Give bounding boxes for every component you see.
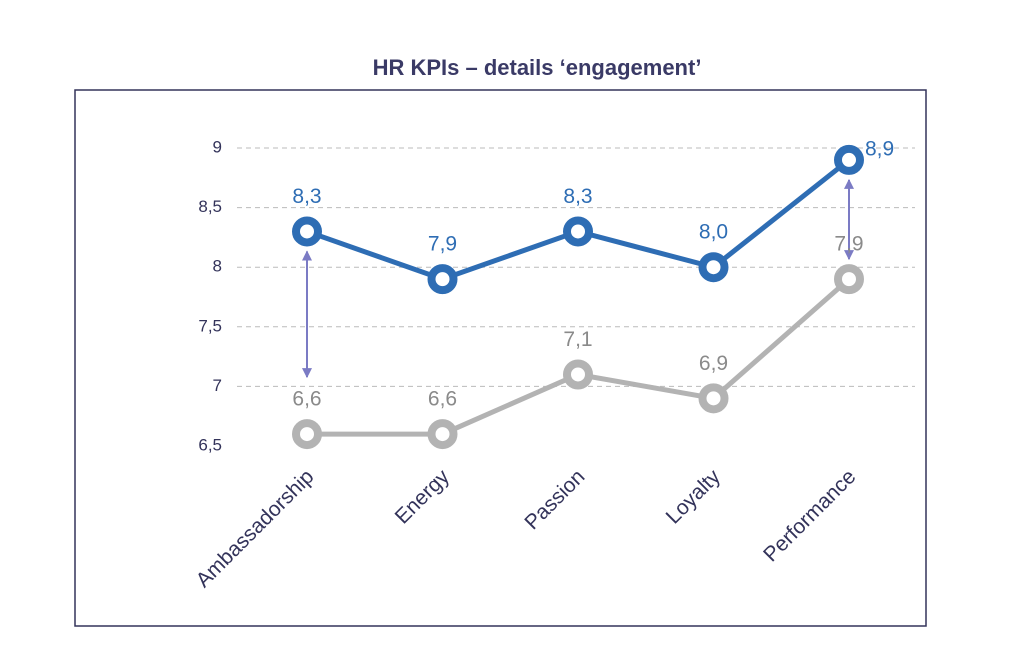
data-point bbox=[834, 264, 864, 295]
y-tick-label: 7 bbox=[213, 376, 222, 395]
data-point bbox=[563, 216, 593, 247]
x-tick-label: Loyalty bbox=[662, 465, 726, 529]
data-point bbox=[427, 264, 458, 295]
data-label: 7,1 bbox=[563, 328, 592, 351]
data-label: 7,9 bbox=[834, 233, 863, 256]
data-point bbox=[834, 144, 864, 175]
data-label: 6,6 bbox=[428, 388, 457, 411]
x-tick-label: Passion bbox=[520, 465, 589, 534]
data-label: 8,3 bbox=[292, 185, 321, 208]
data-point bbox=[698, 383, 729, 414]
x-tick-label: Ambassadorship bbox=[192, 465, 319, 592]
data-label: 8,3 bbox=[563, 185, 592, 208]
data-point bbox=[698, 252, 729, 283]
data-point bbox=[427, 419, 458, 450]
data-point bbox=[292, 419, 322, 450]
y-tick-label: 6,5 bbox=[198, 435, 222, 454]
data-label: 6,9 bbox=[699, 352, 728, 375]
data-point bbox=[292, 216, 322, 247]
series-line bbox=[307, 277, 851, 437]
x-tick-label: Performance bbox=[759, 465, 860, 566]
y-tick-label: 8 bbox=[213, 257, 222, 276]
y-tick-label: 7,5 bbox=[198, 316, 222, 335]
y-tick-label: 8,5 bbox=[198, 197, 222, 216]
data-label: 7,9 bbox=[428, 233, 457, 256]
data-label: 8,0 bbox=[699, 221, 728, 244]
chart-title: HR KPIs – details ‘engagement’ bbox=[373, 55, 702, 80]
data-point bbox=[563, 359, 593, 390]
x-tick-label: Energy bbox=[391, 465, 455, 529]
plot-frame bbox=[74, 89, 927, 627]
data-label: 8,9 bbox=[865, 137, 894, 160]
y-tick-label: 9 bbox=[213, 137, 222, 156]
data-label: 6,6 bbox=[292, 388, 321, 411]
